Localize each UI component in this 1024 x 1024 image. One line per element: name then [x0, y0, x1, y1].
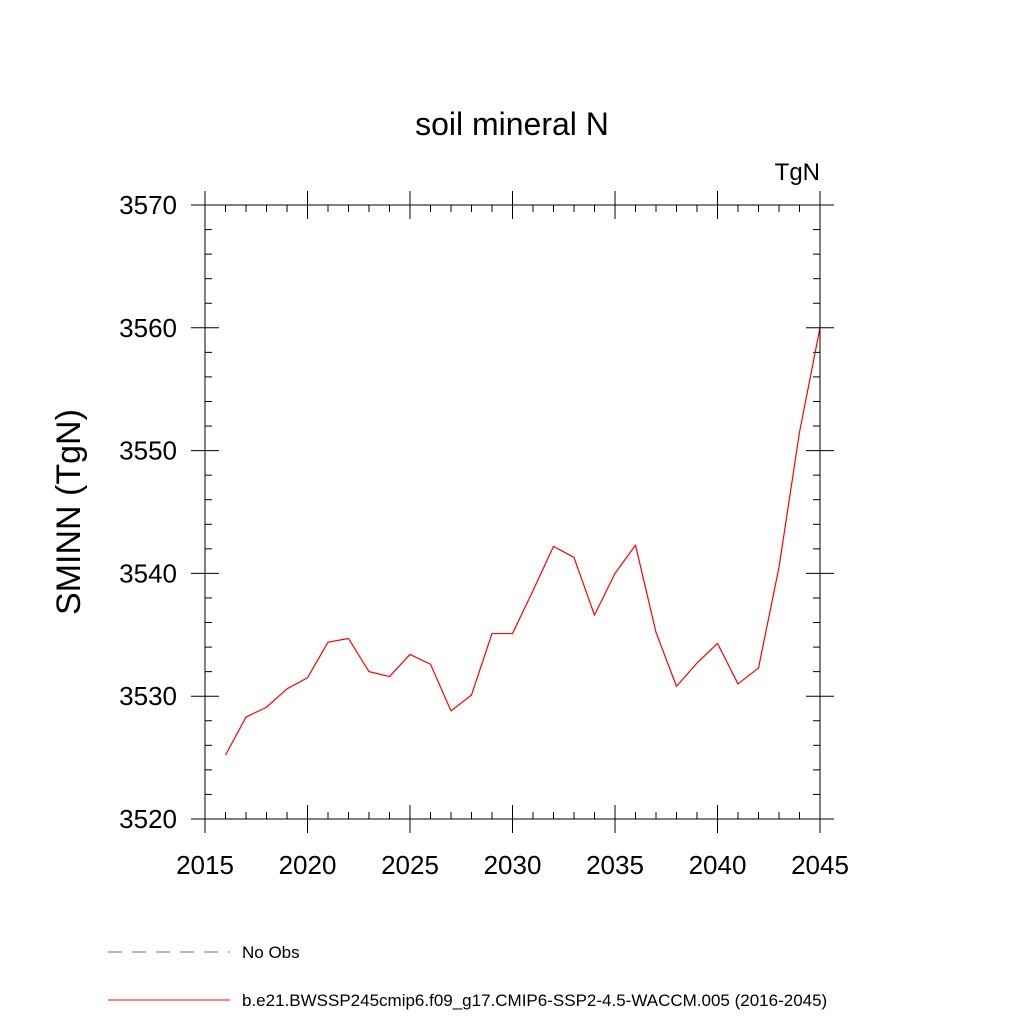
x-tick-label: 2025 [381, 850, 439, 880]
y-tick-label: 3530 [119, 681, 177, 711]
y-tick-label: 3570 [119, 190, 177, 220]
legend-label: No Obs [242, 943, 300, 962]
x-tick-label: 2015 [176, 850, 234, 880]
x-tick-labels: 2015 2020 2025 2030 2035 2040 2045 [176, 850, 849, 880]
series-line [224, 327, 821, 756]
y-tick-label: 3560 [119, 313, 177, 343]
y-tick-label: 3520 [119, 804, 177, 834]
y-tick-labels: 3520 3530 3540 3550 3560 3570 [119, 190, 177, 834]
chart-title: soil mineral N [415, 106, 609, 142]
axis-ticks [191, 191, 834, 833]
legend-label: b.e21.BWSSP245cmip6.f09_g17.CMIP6-SSP2-4… [242, 991, 827, 1010]
x-tick-label: 2035 [586, 850, 644, 880]
x-tick-label: 2020 [279, 850, 337, 880]
legend: No Obs b.e21.BWSSP245cmip6.f09_g17.CMIP6-… [108, 943, 827, 1010]
y-tick-label: 3540 [119, 558, 177, 588]
x-tick-label: 2030 [484, 850, 542, 880]
x-tick-label: 2045 [791, 850, 849, 880]
units-label: TgN [775, 159, 820, 186]
x-tick-label: 2040 [689, 850, 747, 880]
y-tick-label: 3550 [119, 436, 177, 466]
plot-frame [204, 204, 821, 820]
y-axis-label: SMINN (TgN) [50, 409, 88, 615]
series-layer [224, 327, 821, 756]
